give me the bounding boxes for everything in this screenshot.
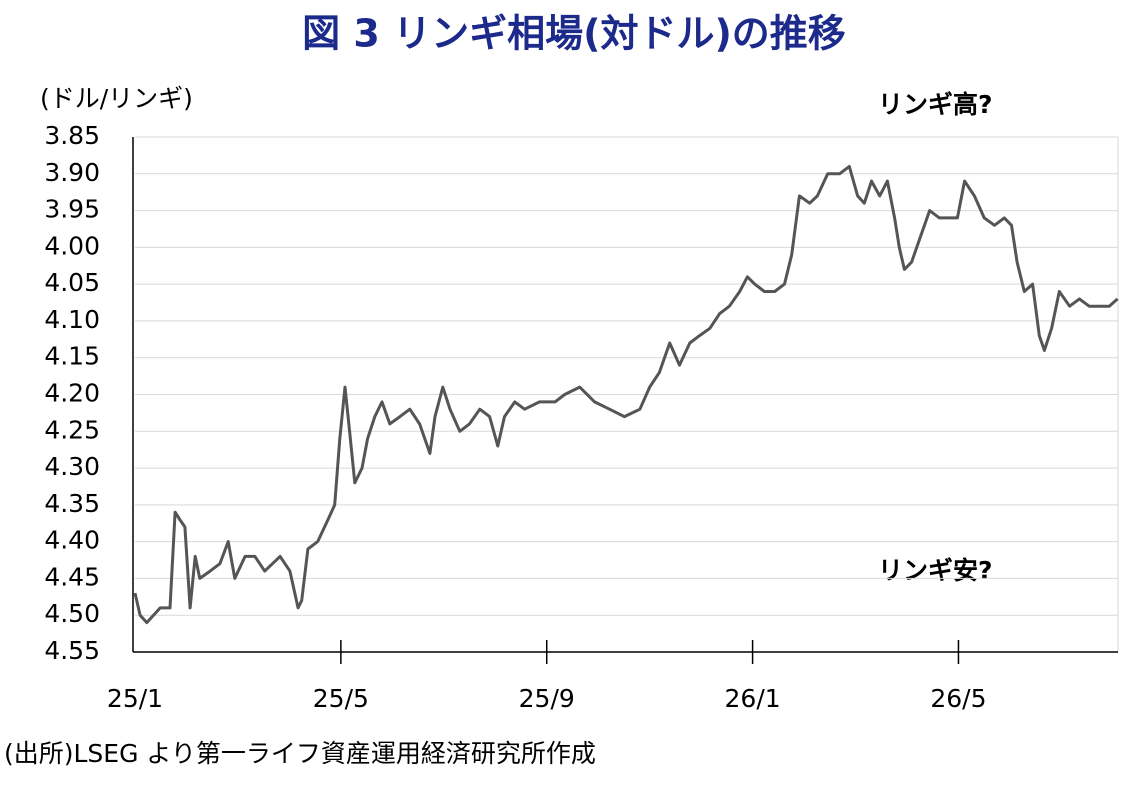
chart-title: 図 3 リンギ相場(対ドル)の推移 [302,12,846,56]
y-tick-label: 3.95 [44,195,100,224]
y-tick-label: 4.45 [44,562,100,591]
y-tick-label: 4.00 [44,231,100,260]
data-line [133,164,1119,625]
y-tick-label: 4.10 [44,305,100,334]
source-note: (出所)LSEG より第一ライフ資産運用経済研究所作成 [4,739,596,768]
y-tick-label: 4.55 [44,636,100,665]
y-tick-label: 4.20 [44,379,100,408]
y-tick-label: 4.15 [44,342,100,371]
y-tick-label: 3.90 [44,158,100,187]
annotation: リンギ高? [878,90,993,119]
x-tick-label: 25/9 [519,684,575,713]
y-tick-label: 4.40 [44,526,100,555]
y-tick-label: 3.85 [44,121,100,150]
y-tick-label: 4.35 [44,489,100,518]
y-axis-label: (ドル/リンギ) [40,84,193,113]
y-tick-label: 4.50 [44,599,100,628]
x-tick-label: 25/5 [313,684,369,713]
x-tick-label: 26/5 [930,684,986,713]
x-tick-label: 25/1 [107,684,163,713]
y-tick-label: 4.25 [44,415,100,444]
y-tick-label: 4.05 [44,268,100,297]
annotation: リンギ安? [878,556,993,585]
x-tick-label: 26/1 [725,684,781,713]
y-tick-label: 4.30 [44,452,100,481]
